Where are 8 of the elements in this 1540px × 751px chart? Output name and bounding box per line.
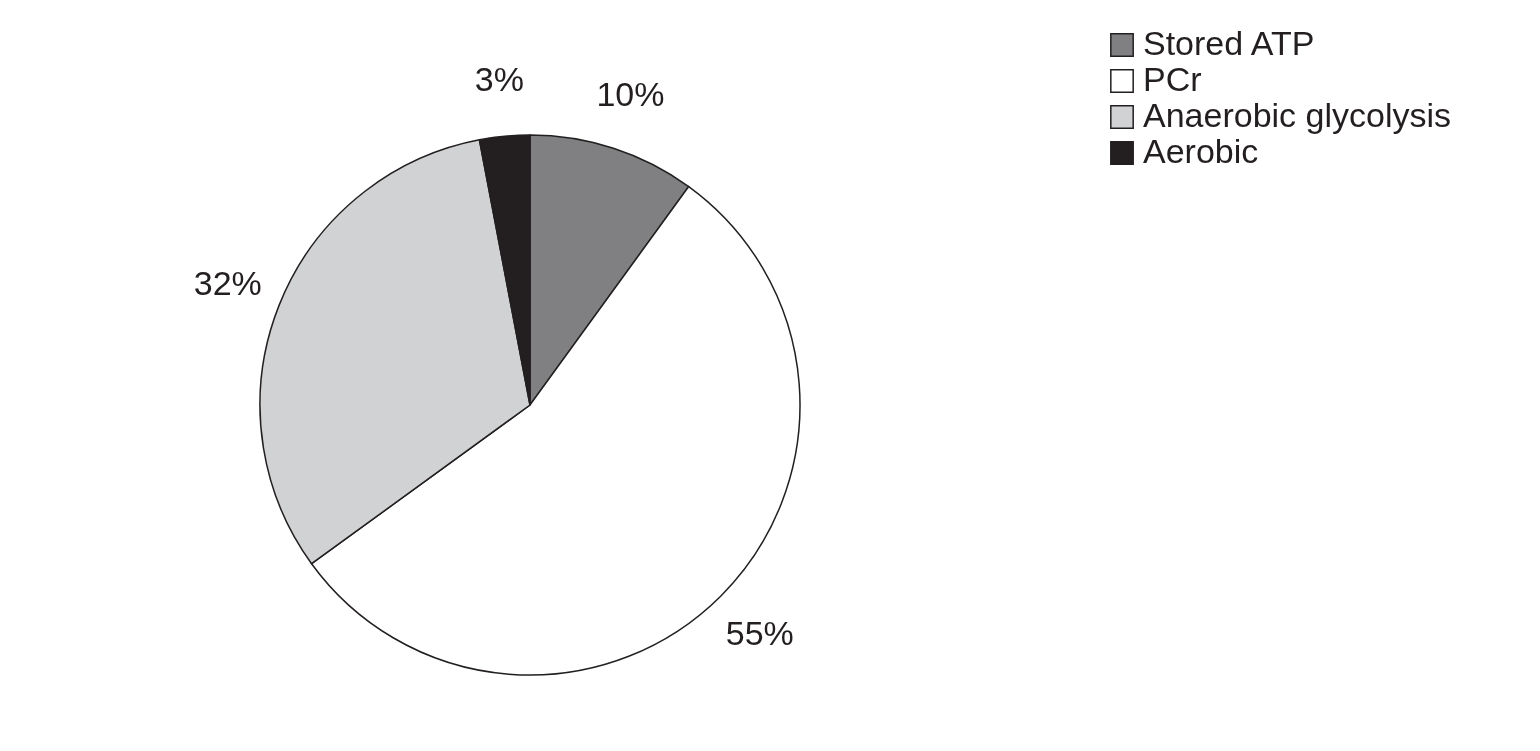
- legend-label: Stored ATP: [1143, 24, 1315, 62]
- data-label: 32%: [193, 264, 262, 303]
- legend-label: Aerobic: [1143, 132, 1259, 170]
- legend-label: Anaerobic glycolysis: [1143, 96, 1452, 134]
- legend-label: PCr: [1143, 60, 1202, 98]
- data-label: 3%: [474, 60, 524, 99]
- data-label: 55%: [725, 613, 794, 652]
- data-label: 10%: [596, 74, 665, 113]
